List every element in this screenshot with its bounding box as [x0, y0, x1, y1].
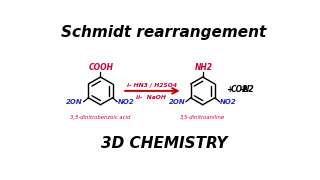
- Text: N2: N2: [243, 85, 255, 94]
- Text: NH2: NH2: [195, 63, 212, 72]
- Text: NO2: NO2: [118, 99, 135, 105]
- Text: CO2: CO2: [231, 85, 248, 94]
- Text: 3,5-dinitrobenzoic acid: 3,5-dinitrobenzoic acid: [70, 115, 131, 120]
- Text: 2ON: 2ON: [169, 99, 185, 105]
- Text: i- HN3 / H2SO4: i- HN3 / H2SO4: [127, 82, 177, 87]
- Text: COOH: COOH: [89, 63, 114, 72]
- Text: Schmidt rearrangement: Schmidt rearrangement: [61, 25, 267, 40]
- Text: 2ON: 2ON: [66, 99, 83, 105]
- Text: +: +: [226, 85, 232, 94]
- Text: 3D CHEMISTRY: 3D CHEMISTRY: [101, 136, 227, 151]
- Text: +: +: [239, 85, 245, 94]
- Text: 3,5-dinitroaniline: 3,5-dinitroaniline: [180, 115, 225, 120]
- Text: ii-  NaOH: ii- NaOH: [136, 95, 166, 100]
- Text: NO2: NO2: [220, 99, 237, 105]
